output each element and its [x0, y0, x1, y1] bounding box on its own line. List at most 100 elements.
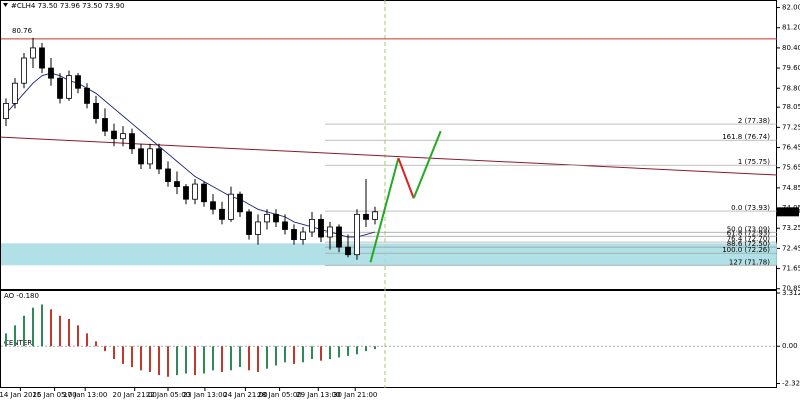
ao-bar [257, 346, 259, 372]
ao-bar [239, 346, 241, 368]
candle-body [336, 226, 342, 248]
candle-body [48, 67, 54, 79]
ao-bar [5, 333, 7, 347]
candle-body [318, 218, 324, 238]
fib-label: 88.6 (72.50) [727, 240, 771, 248]
y-tick-label: 71.65 [782, 265, 800, 273]
ao-bar [365, 346, 367, 352]
ao-bar [230, 346, 232, 371]
y-tick-label: 80.40 [782, 44, 800, 52]
y-tick-label: 72.45 [782, 244, 800, 252]
y-tick-label: 78.80 [782, 84, 800, 92]
candle-body [192, 183, 198, 200]
candle-body [363, 213, 369, 220]
candle-body [111, 130, 117, 140]
ao-bar [356, 346, 358, 355]
center-label: CENTER [4, 339, 32, 347]
candle-body [201, 183, 207, 203]
fib-label: 127 (71.78) [729, 258, 770, 266]
candle-body [39, 47, 45, 69]
candle-body [228, 193, 234, 220]
y-tick-label: 76.45 [782, 144, 800, 152]
x-tick-label: 24 Jan 21:00 [223, 391, 267, 399]
ao-bar [194, 346, 196, 376]
ao-title: AO -0.180 [4, 292, 39, 300]
fib-label: 0.0 (73.93) [731, 204, 770, 212]
ao-bar [23, 315, 25, 347]
ao-bar [374, 346, 376, 350]
candle-body [246, 211, 252, 235]
candle-body [138, 148, 144, 165]
level-label: 80.76 [12, 27, 33, 35]
ao-bar [140, 346, 142, 371]
ao-bar [347, 346, 349, 356]
candle-body [300, 231, 306, 240]
ao-bar [41, 304, 43, 347]
ao-bar [77, 325, 79, 347]
candle-body [120, 133, 126, 140]
ao-bar [167, 346, 169, 377]
fib-label: 61.8 (72.93) [727, 229, 771, 237]
ao-bar [158, 346, 160, 376]
y-tick-label: 3.312 [782, 289, 800, 297]
fib-label: 2 (77.38) [738, 117, 770, 125]
candle-body [210, 201, 216, 210]
ao-bar [14, 325, 16, 347]
ao-bar [212, 346, 214, 371]
ao-bar [113, 346, 115, 360]
candle-body [84, 87, 90, 104]
candle-body [264, 213, 270, 223]
x-tick-label: 23 Jan 13:00 [183, 391, 227, 399]
ao-bar [329, 346, 331, 360]
y-tick-label: 0.00 [782, 342, 798, 350]
fib-label: 50.0 (73.09) [727, 225, 771, 233]
fib-label: 76.4 (72.70) [727, 235, 771, 243]
x-tick-label: 29 Jan 13:00 [296, 391, 340, 399]
y-tick-label: 70.85 [782, 285, 800, 293]
ao-bar [86, 333, 88, 347]
y-tick-label: -2.32 [782, 380, 800, 388]
candle-body [255, 221, 261, 235]
candle-body [372, 211, 378, 220]
candle-body [327, 226, 333, 238]
ao-bar [104, 346, 106, 352]
candle-body [282, 221, 288, 230]
ao-bar [50, 309, 52, 347]
support-zone [1, 243, 777, 266]
candle-body [165, 168, 171, 182]
ao-bar [131, 346, 133, 368]
forecast-line [412, 130, 442, 199]
candle-body [183, 186, 189, 200]
candle-body [354, 213, 360, 256]
last-price-box [777, 207, 799, 217]
x-tick-label: 20 Jan 21:00 [113, 391, 157, 399]
candle-body [156, 148, 162, 170]
ao-bar [320, 346, 322, 361]
ao-bar [221, 346, 223, 372]
fib-label: 100.0 (72.26) [722, 246, 770, 254]
chart-title: #CLH4 73.50 73.96 73.50 73.90 [11, 2, 124, 10]
candle-body [129, 133, 135, 150]
candle-body [147, 148, 153, 165]
ao-bar [302, 346, 304, 363]
candle-body [237, 193, 243, 213]
fib-label: 1 (75.75) [738, 158, 770, 166]
forecast-line [397, 157, 415, 199]
candle-body [174, 181, 180, 188]
ao-bar [293, 346, 295, 364]
y-tick-label: 81.20 [782, 24, 800, 32]
candle-body [57, 77, 63, 99]
y-tick-label: 75.65 [782, 164, 800, 172]
ao-bar [176, 346, 178, 376]
x-tick-label: 28 Jan 05:00 [257, 391, 301, 399]
y-tick-label: 79.60 [782, 64, 800, 72]
candle-body [75, 75, 81, 89]
candle-body [21, 57, 27, 84]
ao-panel-frame [0, 290, 777, 388]
x-tick-label: 16 Jan 05:00 [32, 391, 76, 399]
candle-body [309, 218, 315, 233]
candle-body [12, 82, 18, 104]
y-tick-label: 82.00 [782, 4, 800, 12]
